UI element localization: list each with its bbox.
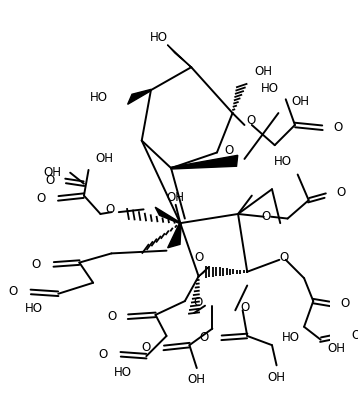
Text: O: O [261,210,270,223]
Polygon shape [168,45,192,68]
Text: O: O [240,301,249,314]
Text: O: O [36,192,45,205]
Text: O: O [333,121,343,134]
Text: O: O [98,348,108,361]
Text: OH: OH [255,65,272,78]
Text: O: O [224,144,233,157]
Text: O: O [341,297,350,310]
Text: OH: OH [43,166,61,179]
Text: OH: OH [188,373,206,386]
Text: O: O [142,341,151,354]
Text: O: O [105,203,114,216]
Text: O: O [194,252,203,264]
Text: O: O [45,175,54,188]
Text: OH: OH [95,152,113,165]
Polygon shape [168,223,181,248]
Text: HO: HO [90,91,108,104]
Polygon shape [155,207,181,224]
Text: HO: HO [281,331,300,344]
Text: HO: HO [274,155,292,168]
Polygon shape [198,267,208,277]
Text: O: O [9,286,18,298]
Text: OH: OH [167,191,185,204]
Polygon shape [127,89,151,104]
Text: HO: HO [113,366,132,379]
Text: HO: HO [25,302,43,315]
Text: O: O [336,186,345,199]
Text: O: O [352,329,358,343]
Polygon shape [171,155,238,169]
Text: O: O [246,114,256,127]
Text: HO: HO [261,82,279,95]
Text: OH: OH [327,342,345,355]
Text: O: O [32,258,41,271]
Text: O: O [279,251,289,264]
Text: OH: OH [291,95,309,108]
Text: OH: OH [267,371,286,384]
Text: O: O [108,310,117,323]
Text: HO: HO [150,31,168,45]
Text: O: O [193,296,202,309]
Text: O: O [199,331,209,344]
